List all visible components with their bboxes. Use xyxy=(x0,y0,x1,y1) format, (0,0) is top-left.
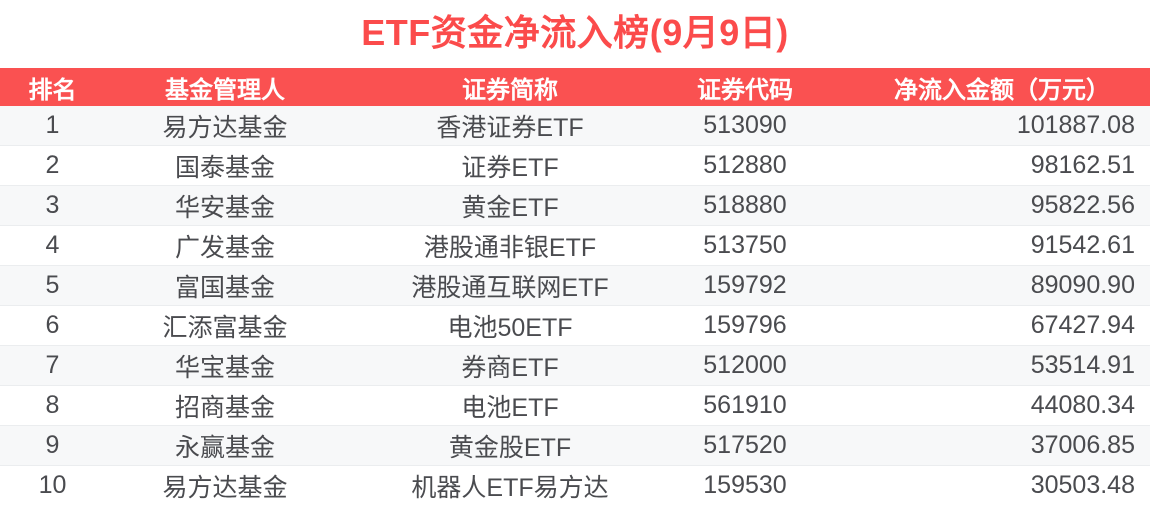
cell-amount: 91542.61 xyxy=(815,226,1150,266)
cell-name: 香港证券ETF xyxy=(345,106,675,146)
cell-rank: 7 xyxy=(0,346,105,386)
cell-manager: 易方达基金 xyxy=(105,106,345,146)
table-row: 7 华宝基金 券商ETF 512000 53514.91 xyxy=(0,346,1150,386)
cell-manager: 汇添富基金 xyxy=(105,306,345,346)
cell-name: 黄金ETF xyxy=(345,186,675,226)
cell-name: 券商ETF xyxy=(345,346,675,386)
cell-code: 513750 xyxy=(675,226,815,266)
cell-manager: 永赢基金 xyxy=(105,426,345,466)
cell-rank: 3 xyxy=(0,186,105,226)
cell-amount: 95822.56 xyxy=(815,186,1150,226)
cell-amount: 98162.51 xyxy=(815,146,1150,186)
cell-amount: 30503.48 xyxy=(815,466,1150,505)
cell-code: 518880 xyxy=(675,186,815,226)
col-header-rank: 排名 xyxy=(0,68,105,106)
cell-rank: 2 xyxy=(0,146,105,186)
cell-rank: 9 xyxy=(0,426,105,466)
cell-code: 512000 xyxy=(675,346,815,386)
cell-rank: 10 xyxy=(0,466,105,505)
cell-amount: 44080.34 xyxy=(815,386,1150,426)
table-row: 2 国泰基金 证券ETF 512880 98162.51 xyxy=(0,146,1150,186)
table-row: 6 汇添富基金 电池50ETF 159796 67427.94 xyxy=(0,306,1150,346)
table-row: 9 永赢基金 黄金股ETF 517520 37006.85 xyxy=(0,426,1150,466)
table-row: 1 易方达基金 香港证券ETF 513090 101887.08 xyxy=(0,106,1150,146)
col-header-code: 证券代码 xyxy=(675,68,815,106)
cell-code: 159796 xyxy=(675,306,815,346)
cell-manager: 易方达基金 xyxy=(105,466,345,505)
cell-amount: 101887.08 xyxy=(815,106,1150,146)
col-header-name: 证券简称 xyxy=(345,68,675,106)
cell-name: 电池ETF xyxy=(345,386,675,426)
cell-manager: 富国基金 xyxy=(105,266,345,306)
cell-code: 561910 xyxy=(675,386,815,426)
cell-amount: 37006.85 xyxy=(815,426,1150,466)
cell-name: 电池50ETF xyxy=(345,306,675,346)
cell-manager: 国泰基金 xyxy=(105,146,345,186)
table-row: 4 广发基金 港股通非银ETF 513750 91542.61 xyxy=(0,226,1150,266)
table-row: 10 易方达基金 机器人ETF易方达 159530 30503.48 xyxy=(0,466,1150,505)
etf-net-inflow-table: 排名 基金管理人 证券简称 证券代码 净流入金额（万元） 1 易方达基金 香港证… xyxy=(0,68,1150,505)
cell-rank: 4 xyxy=(0,226,105,266)
cell-rank: 5 xyxy=(0,266,105,306)
cell-manager: 招商基金 xyxy=(105,386,345,426)
cell-code: 517520 xyxy=(675,426,815,466)
cell-name: 机器人ETF易方达 xyxy=(345,466,675,505)
cell-code: 512880 xyxy=(675,146,815,186)
cell-manager: 广发基金 xyxy=(105,226,345,266)
cell-code: 159792 xyxy=(675,266,815,306)
cell-rank: 6 xyxy=(0,306,105,346)
col-header-amount: 净流入金额（万元） xyxy=(815,68,1150,106)
cell-manager: 华安基金 xyxy=(105,186,345,226)
table-row: 8 招商基金 电池ETF 561910 44080.34 xyxy=(0,386,1150,426)
cell-code: 159530 xyxy=(675,466,815,505)
table-row: 3 华安基金 黄金ETF 518880 95822.56 xyxy=(0,186,1150,226)
table-row: 5 富国基金 港股通互联网ETF 159792 89090.90 xyxy=(0,266,1150,306)
cell-name: 港股通互联网ETF xyxy=(345,266,675,306)
col-header-manager: 基金管理人 xyxy=(105,68,345,106)
cell-manager: 华宝基金 xyxy=(105,346,345,386)
cell-amount: 89090.90 xyxy=(815,266,1150,306)
cell-name: 黄金股ETF xyxy=(345,426,675,466)
page-title: ETF资金净流入榜(9月9日) xyxy=(0,0,1150,68)
cell-code: 513090 xyxy=(675,106,815,146)
cell-rank: 8 xyxy=(0,386,105,426)
cell-amount: 53514.91 xyxy=(815,346,1150,386)
table-header-row: 排名 基金管理人 证券简称 证券代码 净流入金额（万元） xyxy=(0,68,1150,106)
cell-name: 证券ETF xyxy=(345,146,675,186)
cell-name: 港股通非银ETF xyxy=(345,226,675,266)
cell-rank: 1 xyxy=(0,106,105,146)
cell-amount: 67427.94 xyxy=(815,306,1150,346)
